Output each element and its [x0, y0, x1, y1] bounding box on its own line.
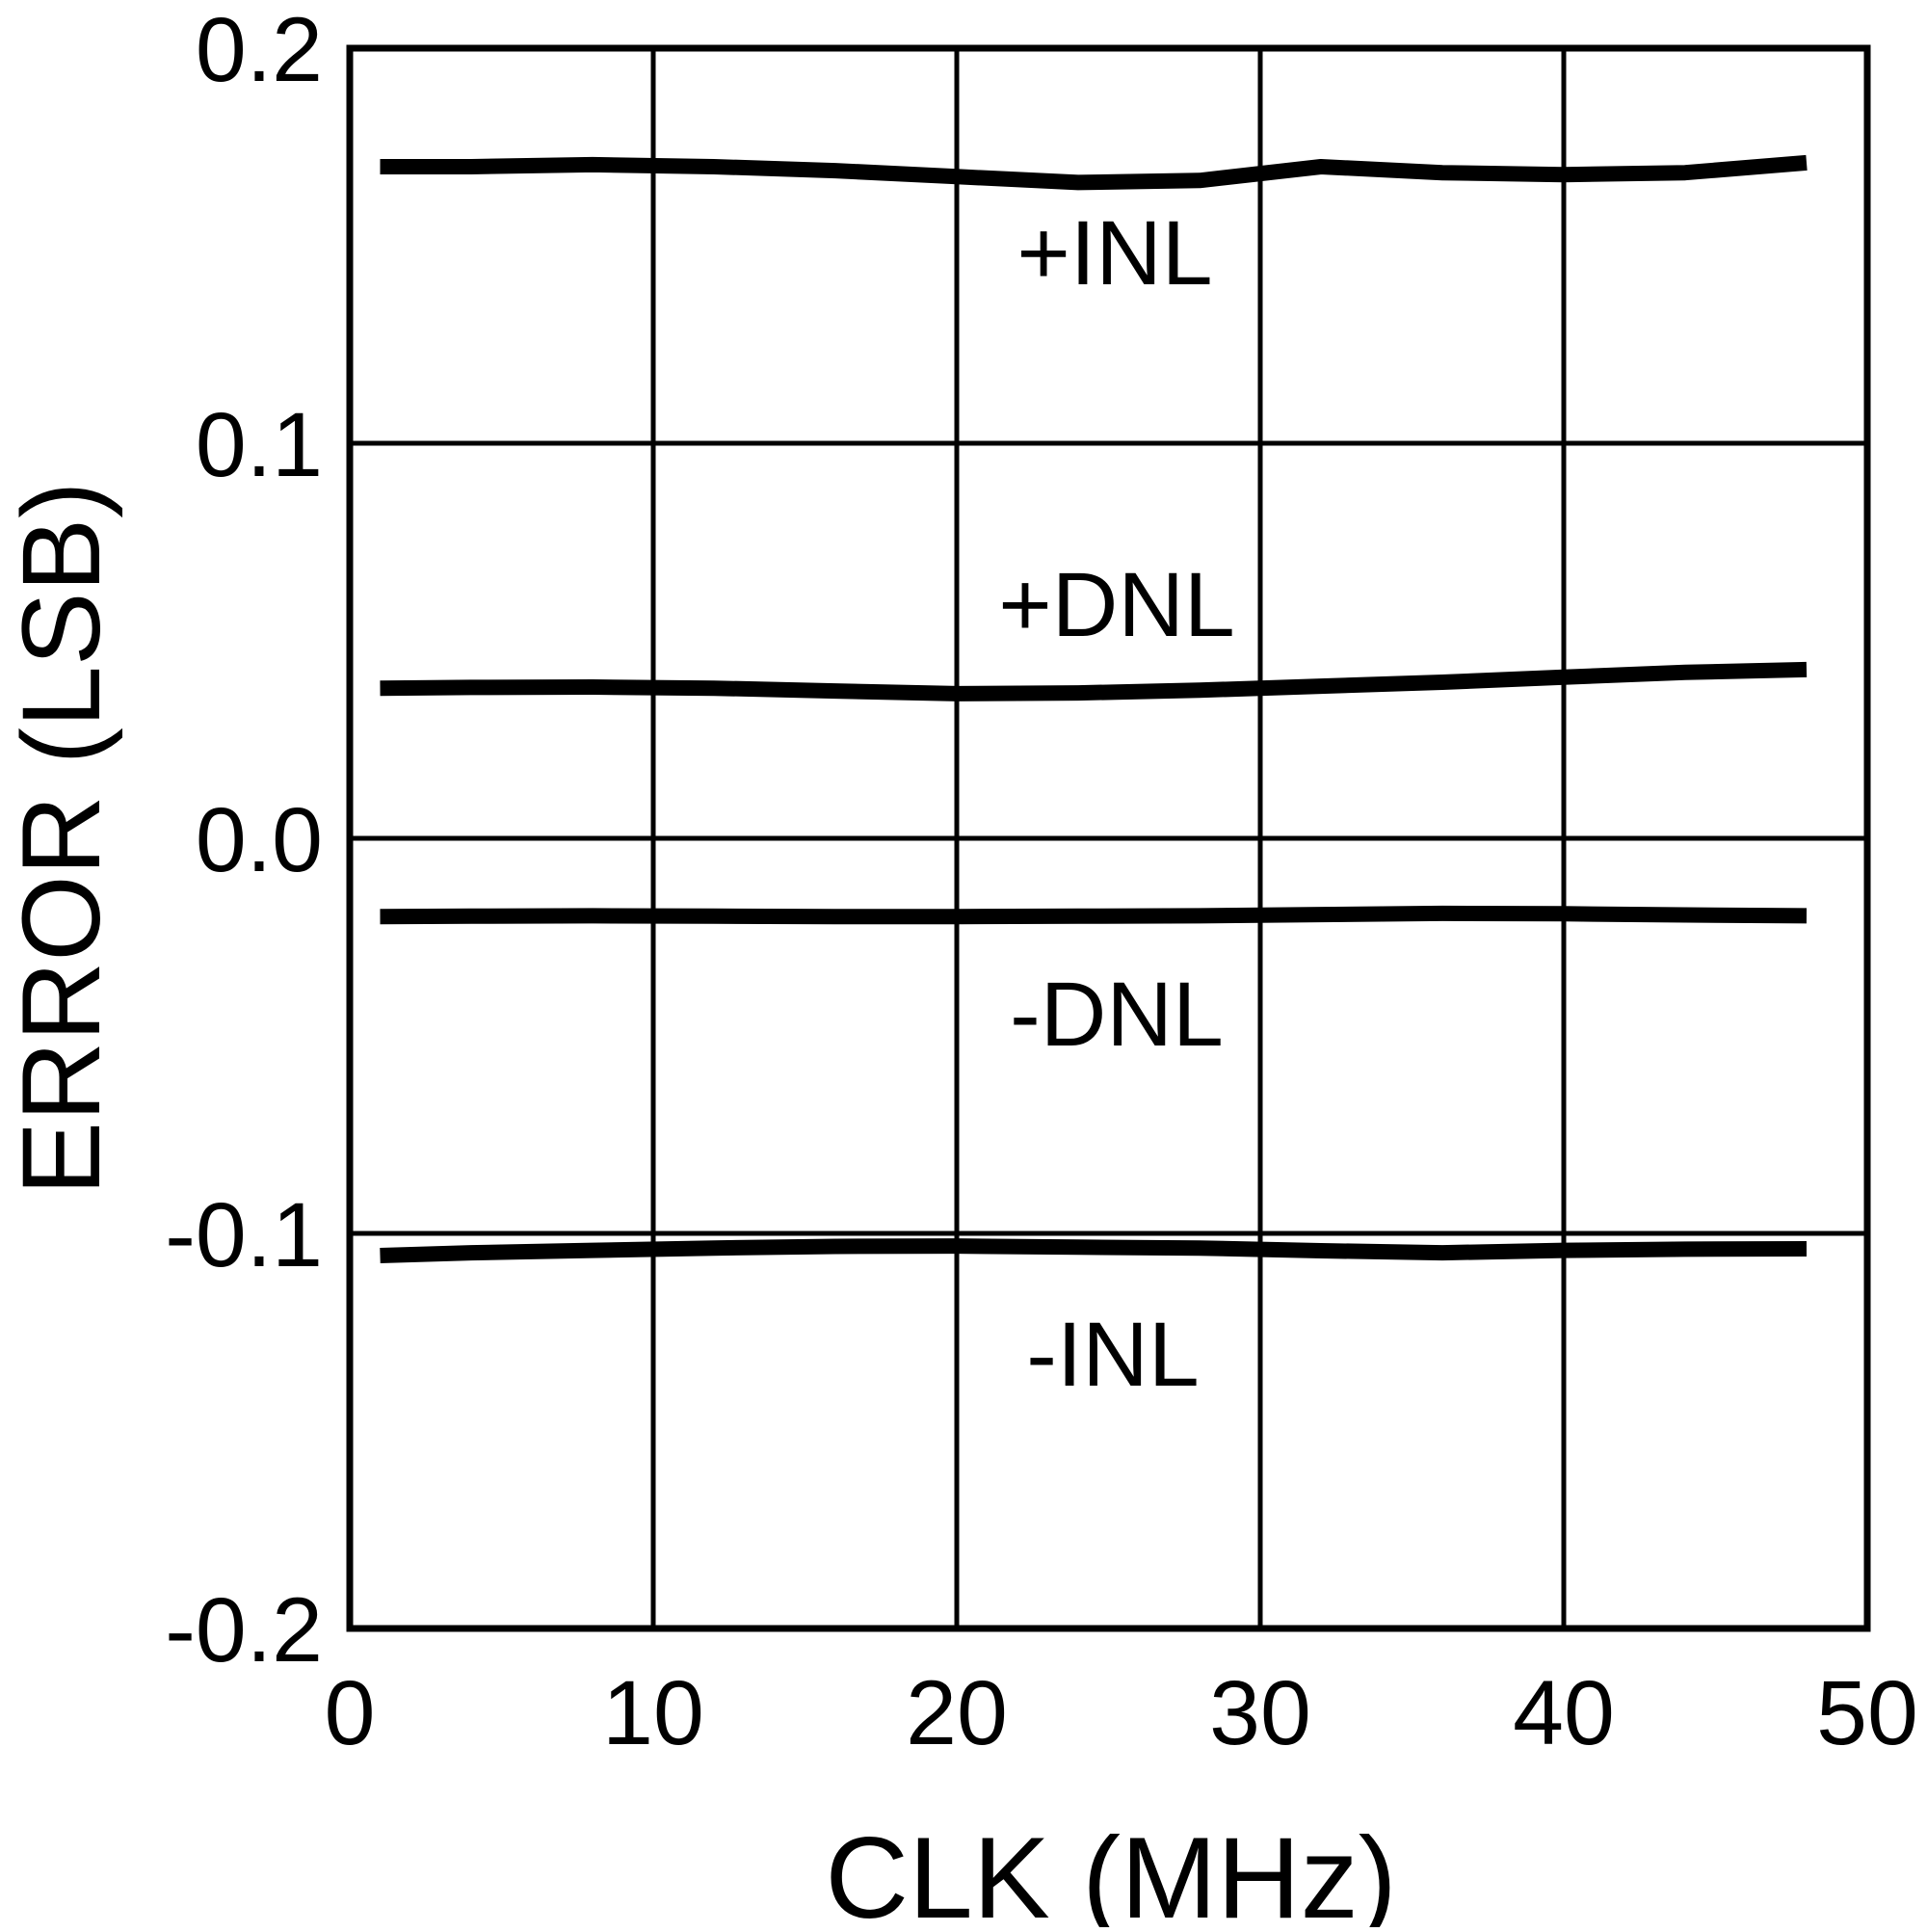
x-tick-0: 0: [325, 1662, 376, 1764]
y-axis-title: ERROR (LSB): [0, 481, 123, 1195]
x-tick-10: 10: [602, 1662, 704, 1764]
plot-border: [346, 44, 1871, 1632]
x-tick-30: 30: [1209, 1662, 1311, 1764]
curve-+INL: [380, 154, 1808, 191]
x-tick-40: 40: [1513, 1662, 1615, 1764]
x-axis-title: CLK (MHz): [825, 1813, 1396, 1927]
curve-+DNL: [380, 661, 1808, 701]
curve-label-neg-inl: -INL: [1026, 1304, 1199, 1406]
y-tick-0.2: 0.2: [196, 0, 323, 101]
y-tick-neg0.2: -0.2: [165, 1579, 323, 1681]
curve-label-pos-inl: +INL: [1016, 202, 1212, 304]
curve--INL: [380, 1238, 1808, 1263]
x-tick-50: 50: [1816, 1662, 1918, 1764]
curve--DNL: [380, 905, 1808, 925]
curve-label-neg-dnl: -DNL: [1010, 964, 1224, 1066]
x-tick-20: 20: [906, 1662, 1008, 1764]
y-tick-neg0.1: -0.1: [165, 1184, 323, 1286]
data-curves: [380, 154, 1808, 1263]
gridlines: [350, 48, 1867, 1628]
y-tick-0.1: 0.1: [196, 394, 323, 496]
y-tick-0.0: 0.0: [196, 789, 323, 891]
curve-label-pos-dnl: +DNL: [998, 554, 1235, 656]
